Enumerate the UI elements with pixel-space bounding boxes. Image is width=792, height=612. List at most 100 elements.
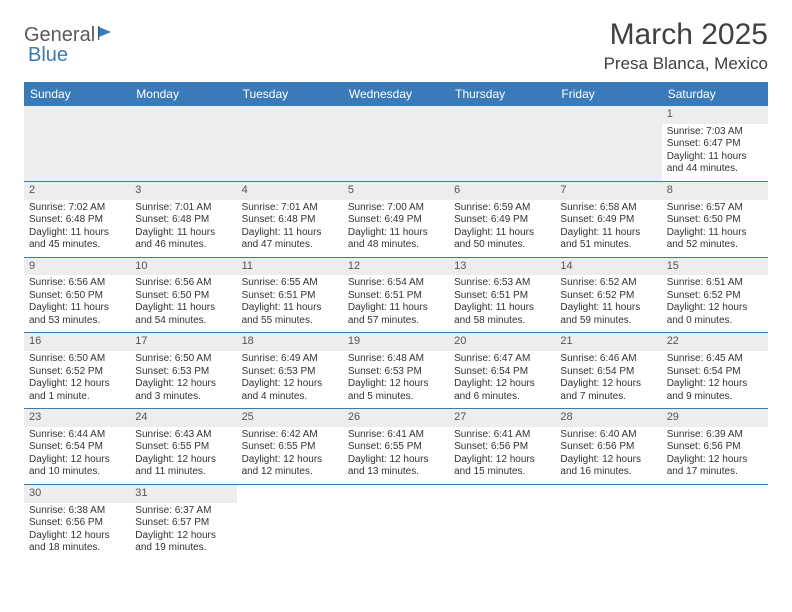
daylight-line: Daylight: 12 hours and 5 minutes. <box>348 378 444 403</box>
calendar-cell: 13Sunrise: 6:53 AMSunset: 6:51 PMDayligh… <box>449 257 555 333</box>
daylight-line: Daylight: 11 hours and 54 minutes. <box>135 302 231 327</box>
sunrise-line: Sunrise: 6:38 AM <box>29 505 125 518</box>
daylight-line: Daylight: 12 hours and 17 minutes. <box>667 454 763 479</box>
sunset-line: Sunset: 6:49 PM <box>454 214 550 227</box>
calendar-cell: 22Sunrise: 6:45 AMSunset: 6:54 PMDayligh… <box>662 333 768 409</box>
daylight-line: Daylight: 11 hours and 55 minutes. <box>242 302 338 327</box>
daylight-line: Daylight: 11 hours and 59 minutes. <box>560 302 656 327</box>
calendar-cell: 27Sunrise: 6:41 AMSunset: 6:56 PMDayligh… <box>449 409 555 485</box>
calendar-row: 16Sunrise: 6:50 AMSunset: 6:52 PMDayligh… <box>24 333 768 409</box>
calendar-cell: 21Sunrise: 6:46 AMSunset: 6:54 PMDayligh… <box>555 333 661 409</box>
logo-flag-icon <box>98 25 118 46</box>
calendar-cell: 8 Sunrise: 6:57 AMSunset: 6:50 PMDaylight… <box>662 181 768 257</box>
sunrise-line: Sunrise: 6:40 AM <box>560 429 656 442</box>
sunset-line: Sunset: 6:52 PM <box>667 290 763 303</box>
daylight-line: Daylight: 12 hours and 15 minutes. <box>454 454 550 479</box>
calendar-cell <box>449 484 555 559</box>
sunset-line: Sunset: 6:49 PM <box>348 214 444 227</box>
calendar-cell: 12Sunrise: 6:54 AMSunset: 6:51 PMDayligh… <box>343 257 449 333</box>
calendar-cell <box>343 106 449 181</box>
day-number: 18 <box>237 333 343 351</box>
sunset-line: Sunset: 6:50 PM <box>29 290 125 303</box>
sunset-line: Sunset: 6:48 PM <box>242 214 338 227</box>
sunrise-line: Sunrise: 6:57 AM <box>667 202 763 215</box>
sunset-line: Sunset: 6:56 PM <box>667 441 763 454</box>
day-number: 3 <box>130 182 236 200</box>
daylight-line: Daylight: 12 hours and 16 minutes. <box>560 454 656 479</box>
day-number: 16 <box>24 333 130 351</box>
sunrise-line: Sunrise: 6:59 AM <box>454 202 550 215</box>
calendar-cell <box>237 484 343 559</box>
daylight-line: Daylight: 12 hours and 13 minutes. <box>348 454 444 479</box>
day-number: 1 <box>662 106 768 124</box>
calendar-cell: 17Sunrise: 6:50 AMSunset: 6:53 PMDayligh… <box>130 333 236 409</box>
day-number: 23 <box>24 409 130 427</box>
day-number: 20 <box>449 333 555 351</box>
day-number: 7 <box>555 182 661 200</box>
day-number: 2 <box>24 182 130 200</box>
sunset-line: Sunset: 6:51 PM <box>454 290 550 303</box>
calendar-row: 1Sunrise: 7:03 AMSunset: 6:47 PMDaylight… <box>24 106 768 181</box>
sunset-line: Sunset: 6:55 PM <box>348 441 444 454</box>
sunset-line: Sunset: 6:57 PM <box>135 517 231 530</box>
sunrise-line: Sunrise: 6:48 AM <box>348 353 444 366</box>
sunrise-line: Sunrise: 6:50 AM <box>29 353 125 366</box>
sunset-line: Sunset: 6:52 PM <box>560 290 656 303</box>
sunrise-line: Sunrise: 6:39 AM <box>667 429 763 442</box>
day-number: 24 <box>130 409 236 427</box>
calendar-cell <box>449 106 555 181</box>
sunset-line: Sunset: 6:50 PM <box>667 214 763 227</box>
calendar-cell: 30Sunrise: 6:38 AMSunset: 6:56 PMDayligh… <box>24 484 130 559</box>
sunset-line: Sunset: 6:56 PM <box>560 441 656 454</box>
daylight-line: Daylight: 11 hours and 45 minutes. <box>29 227 125 252</box>
sunrise-line: Sunrise: 7:00 AM <box>348 202 444 215</box>
day-number: 28 <box>555 409 661 427</box>
sunrise-line: Sunrise: 6:56 AM <box>29 277 125 290</box>
calendar-cell: 11Sunrise: 6:55 AMSunset: 6:51 PMDayligh… <box>237 257 343 333</box>
weekday-header: Monday <box>130 82 236 106</box>
daylight-line: Daylight: 11 hours and 44 minutes. <box>667 151 763 176</box>
day-number: 29 <box>662 409 768 427</box>
calendar-cell: 9Sunrise: 6:56 AMSunset: 6:50 PMDaylight… <box>24 257 130 333</box>
daylight-line: Daylight: 11 hours and 52 minutes. <box>667 227 763 252</box>
calendar-cell <box>343 484 449 559</box>
calendar-cell: 7Sunrise: 6:58 AMSunset: 6:49 PMDaylight… <box>555 181 661 257</box>
calendar-cell: 10Sunrise: 6:56 AMSunset: 6:50 PMDayligh… <box>130 257 236 333</box>
day-number: 8 <box>662 182 768 200</box>
sunset-line: Sunset: 6:53 PM <box>135 366 231 379</box>
calendar-cell: 3Sunrise: 7:01 AMSunset: 6:48 PMDaylight… <box>130 181 236 257</box>
sunset-line: Sunset: 6:55 PM <box>135 441 231 454</box>
calendar-cell: 4Sunrise: 7:01 AMSunset: 6:48 PMDaylight… <box>237 181 343 257</box>
calendar-cell <box>24 106 130 181</box>
sunrise-line: Sunrise: 6:55 AM <box>242 277 338 290</box>
weekday-header-row: SundayMondayTuesdayWednesdayThursdayFrid… <box>24 82 768 106</box>
calendar-cell: 29 Sunrise: 6:39 AMSunset: 6:56 PMDayligh… <box>662 409 768 485</box>
daylight-line: Daylight: 11 hours and 50 minutes. <box>454 227 550 252</box>
sunrise-line: Sunrise: 6:56 AM <box>135 277 231 290</box>
sunrise-line: Sunrise: 6:52 AM <box>560 277 656 290</box>
logo-text-blue: Blue <box>28 44 68 66</box>
sunrise-line: Sunrise: 6:41 AM <box>454 429 550 442</box>
sunrise-line: Sunrise: 7:02 AM <box>29 202 125 215</box>
title-block: March 2025 Presa Blanca, Mexico <box>604 18 768 74</box>
day-number: 6 <box>449 182 555 200</box>
day-number: 17 <box>130 333 236 351</box>
location: Presa Blanca, Mexico <box>604 54 768 74</box>
calendar-cell: 28 Sunrise: 6:40 AMSunset: 6:56 PMDayligh… <box>555 409 661 485</box>
weekday-header: Sunday <box>24 82 130 106</box>
sunset-line: Sunset: 6:54 PM <box>560 366 656 379</box>
calendar-cell: 2Sunrise: 7:02 AMSunset: 6:48 PMDaylight… <box>24 181 130 257</box>
calendar-cell <box>237 106 343 181</box>
header: General March 2025 Presa Blanca, Mexico <box>24 18 768 74</box>
calendar-cell: 24Sunrise: 6:43 AMSunset: 6:55 PMDayligh… <box>130 409 236 485</box>
sunrise-line: Sunrise: 6:49 AM <box>242 353 338 366</box>
sunrise-line: Sunrise: 7:03 AM <box>667 126 763 139</box>
sunset-line: Sunset: 6:48 PM <box>135 214 231 227</box>
daylight-line: Daylight: 11 hours and 47 minutes. <box>242 227 338 252</box>
daylight-line: Daylight: 12 hours and 12 minutes. <box>242 454 338 479</box>
calendar-cell: 25Sunrise: 6:42 AMSunset: 6:55 PMDayligh… <box>237 409 343 485</box>
day-number: 22 <box>662 333 768 351</box>
calendar-row: 30Sunrise: 6:38 AMSunset: 6:56 PMDayligh… <box>24 484 768 559</box>
day-number: 25 <box>237 409 343 427</box>
day-number: 13 <box>449 258 555 276</box>
